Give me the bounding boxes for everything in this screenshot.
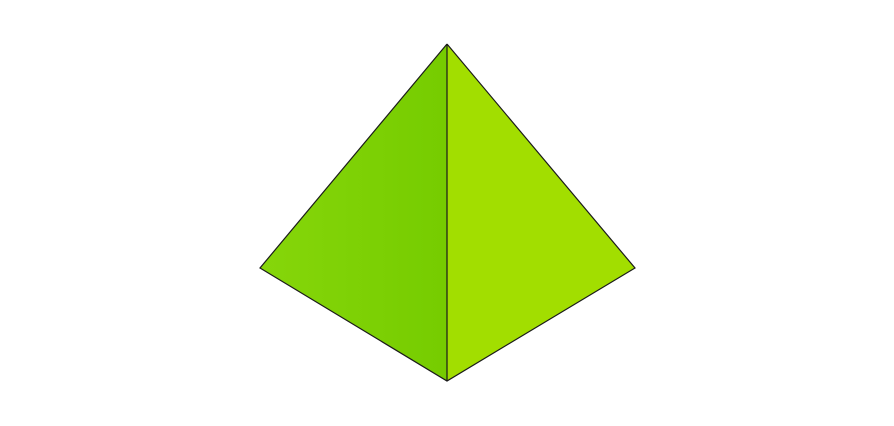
pyramid-left-face: [260, 44, 447, 381]
pyramid-right-face: [447, 44, 635, 381]
